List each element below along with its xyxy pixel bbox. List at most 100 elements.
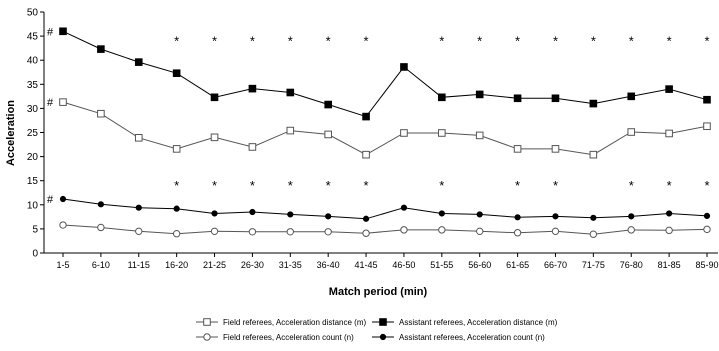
star-marker: * (477, 34, 482, 49)
star-marker: * (704, 178, 709, 193)
star-marker: * (212, 178, 217, 193)
data-point (324, 228, 332, 236)
legend-label: Field referees, Acceleration distance (m… (223, 318, 367, 327)
data-point (438, 129, 446, 137)
data-point (627, 92, 636, 101)
data-point (665, 129, 673, 138)
data-point (400, 129, 408, 137)
legend-item: Field referees, Acceleration count (n) (196, 333, 354, 342)
data-point (590, 214, 597, 221)
hash-marker: # (47, 97, 54, 109)
star-marker: * (288, 34, 293, 49)
data-point (59, 98, 67, 106)
data-point (59, 221, 67, 229)
x-tick-label: 36-40 (317, 260, 340, 270)
data-point (173, 205, 180, 212)
legend-item: Field referees, Acceleration distance (m… (196, 318, 367, 327)
y-tick-label: 10 (27, 200, 39, 211)
star-marker: * (250, 34, 255, 49)
data-point (172, 230, 181, 238)
x-tick-label: 6-10 (92, 260, 110, 270)
y-tick-label: 45 (27, 32, 39, 43)
data-point (476, 211, 483, 218)
y-tick-label: 40 (27, 56, 39, 67)
x-tick-label: 61-65 (506, 260, 529, 270)
y-tick-label: 0 (32, 249, 38, 260)
legend-label: Field referees, Acceleration count (n) (223, 333, 354, 342)
x-tick-label: 21-25 (203, 260, 226, 270)
data-point (438, 210, 445, 217)
star-marker: * (629, 34, 634, 49)
data-point (513, 94, 522, 103)
data-point (134, 58, 143, 66)
data-point (324, 100, 332, 109)
data-point (134, 134, 143, 142)
data-point (703, 122, 711, 131)
star-marker: * (515, 34, 520, 49)
data-point (703, 225, 711, 234)
data-point (627, 128, 636, 136)
data-point (513, 145, 522, 153)
data-point (627, 226, 635, 234)
data-point (400, 204, 408, 211)
data-point (210, 227, 219, 236)
data-point (589, 150, 598, 159)
data-point (665, 85, 673, 93)
data-point (475, 131, 484, 140)
data-point (362, 229, 370, 237)
star-marker: * (629, 178, 634, 193)
data-point (438, 93, 446, 102)
data-point (248, 84, 257, 93)
hash-marker: # (47, 194, 54, 206)
data-point (589, 230, 598, 238)
star-marker: * (667, 34, 672, 49)
y-tick-label: 25 (27, 128, 39, 139)
x-tick-label: 1-5 (56, 260, 69, 270)
x-tick-label: 71-75 (582, 260, 605, 270)
data-point (286, 126, 295, 135)
star-marker: * (288, 178, 293, 193)
y-tick-label: 15 (27, 176, 39, 187)
x-tick-label: 81-85 (658, 260, 681, 270)
legend-item: Assistant referees, Acceleration count (… (372, 333, 545, 342)
data-point (703, 95, 711, 104)
star-marker: * (439, 178, 444, 193)
data-point (286, 88, 295, 97)
x-tick-label: 26-30 (241, 260, 264, 270)
x-tick-label: 11-15 (128, 260, 150, 270)
x-tick-label: 76-80 (620, 260, 643, 270)
legend-label: Assistant referees, Acceleration count (… (399, 333, 545, 342)
series-1 (59, 98, 711, 159)
legend-item: Assistant referees, Acceleration distanc… (372, 318, 558, 327)
data-point (628, 213, 635, 220)
data-point (475, 90, 484, 99)
data-point (362, 112, 370, 121)
data-point (438, 226, 446, 234)
data-point (97, 223, 105, 232)
x-tick-layer: 1-5 6-10 11-15 16-20 21-25 26-30 31-35 36-40 41-… (56, 253, 719, 270)
data-point (514, 214, 521, 221)
legend-marker (379, 318, 387, 326)
x-axis-title: Match period (min) (329, 286, 428, 298)
annotation-layer: # # # * * * * * * * * * * * * * * * * * * * * * * * * * * (47, 26, 710, 206)
data-point (362, 215, 370, 222)
x-tick-label: 46-50 (392, 260, 415, 270)
data-point (513, 229, 522, 237)
x-tick-label: 31-35 (279, 260, 302, 270)
legend-marker (203, 318, 211, 326)
star-marker: * (174, 178, 179, 193)
y-axis: 0 5 10 15 20 25 30 35 40 45 50 (27, 8, 45, 260)
data-point (286, 228, 294, 236)
hash-marker: # (47, 26, 54, 38)
star-marker: * (591, 34, 596, 49)
y-axis-title: Acceleration (5, 100, 17, 166)
data-point (249, 208, 256, 216)
y-tick-label: 30 (27, 104, 39, 115)
data-point (324, 130, 332, 139)
legend: Field referees, Acceleration distance (m… (196, 318, 558, 342)
data-point (172, 145, 181, 153)
series-layer (59, 27, 711, 238)
series-line (62, 198, 708, 220)
series-2 (59, 195, 711, 222)
